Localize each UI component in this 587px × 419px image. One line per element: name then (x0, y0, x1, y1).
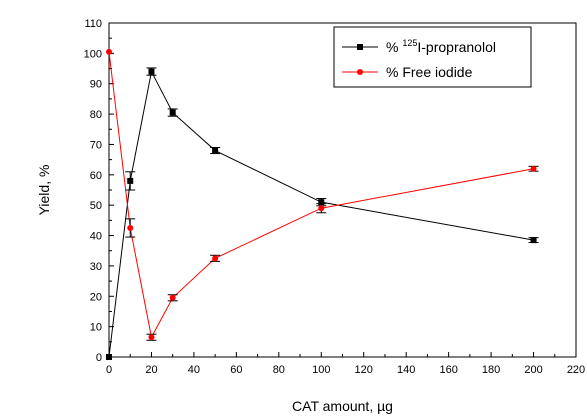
y-tick-label: 40 (90, 231, 102, 243)
data-point (530, 237, 537, 244)
legend: % 125I-propranolol % Free iodide (333, 26, 532, 88)
data-point (212, 255, 219, 262)
data-point (127, 224, 134, 231)
data-point (318, 199, 325, 206)
data-point (169, 294, 176, 301)
y-tick-label: 100 (84, 48, 102, 60)
series-2 (106, 48, 539, 341)
y-tick-label: 10 (90, 322, 102, 334)
legend-label: % 125I-propranolol (386, 38, 496, 55)
x-tick-label: 60 (230, 364, 242, 376)
legend-box (333, 26, 532, 88)
x-tick-label: 20 (145, 364, 157, 376)
legend-label: % Free iodide (386, 64, 473, 80)
data-point (127, 177, 134, 184)
legend-item-1: % 125I-propranolol (342, 38, 496, 55)
legend-item-2: % Free iodide (342, 64, 473, 80)
x-tick-label: 140 (397, 364, 415, 376)
data-point (530, 165, 537, 172)
y-tick-label: 70 (90, 139, 102, 151)
x-tick-label: 80 (273, 364, 285, 376)
y-tick-label: 60 (90, 170, 102, 182)
x-axis-title: CAT amount, µg (292, 398, 393, 414)
legend-marker (357, 44, 363, 50)
data-point (148, 334, 155, 341)
legend-marker (357, 69, 363, 75)
data-point (106, 48, 112, 55)
data-point (318, 205, 325, 212)
series-layer (106, 48, 539, 360)
series-1 (106, 67, 539, 360)
y-tick-label: 20 (90, 291, 102, 303)
data-point (106, 354, 112, 360)
x-tick-label: 100 (312, 364, 330, 376)
x-tick-label: 120 (355, 364, 373, 376)
x-axis: 0 20 40 60 80 100 120 140 160 180 200 220 (106, 352, 585, 376)
y-tick-label: 90 (90, 79, 102, 91)
y-axis-title: Yield, % (36, 165, 52, 216)
data-point (148, 68, 155, 75)
y-tick-label: 50 (90, 200, 102, 212)
x-tick-label: 220 (567, 364, 585, 376)
data-point (169, 109, 176, 116)
y-tick-label: 110 (84, 18, 102, 30)
x-tick-label: 200 (524, 364, 542, 376)
data-point (212, 147, 219, 154)
y-tick-label: 0 (96, 352, 102, 364)
y-tick-label: 80 (90, 109, 102, 121)
y-axis: 0 10 20 30 40 50 60 70 80 90 100 110 (84, 18, 114, 364)
x-tick-label: 160 (439, 364, 457, 376)
x-tick-label: 0 (106, 364, 112, 376)
y-tick-label: 30 (90, 261, 102, 273)
x-tick-label: 40 (188, 364, 200, 376)
x-tick-label: 180 (482, 364, 500, 376)
